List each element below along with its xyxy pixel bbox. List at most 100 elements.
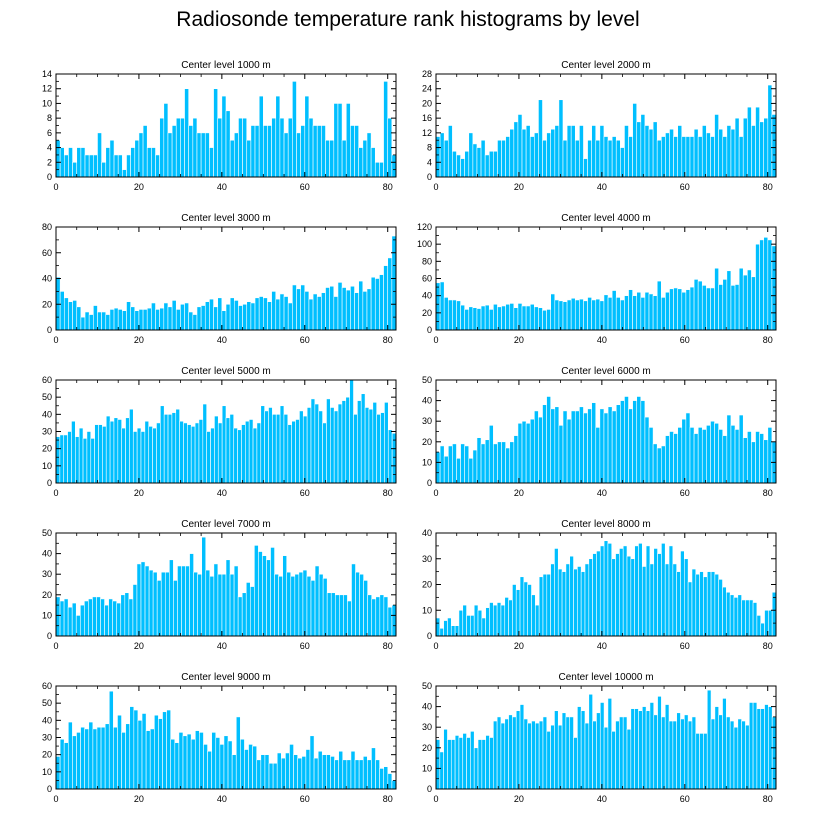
histogram-bar — [660, 297, 666, 331]
histogram-bar — [726, 125, 732, 178]
histogram-bar — [109, 139, 115, 178]
histogram-bar — [229, 297, 235, 331]
histogram-bar — [362, 756, 368, 790]
histogram-bar — [513, 435, 519, 484]
histogram-bar — [458, 737, 464, 790]
histogram-bar — [146, 307, 152, 331]
histogram-bar — [180, 117, 185, 178]
histogram-bar — [509, 441, 515, 484]
histogram-bar — [350, 125, 355, 178]
histogram-bar — [714, 573, 720, 637]
histogram-bar — [254, 297, 260, 331]
histogram-bar — [155, 154, 160, 178]
histogram-bar — [689, 286, 695, 331]
figure-title: Radiosonde temperature rank histograms b… — [176, 8, 640, 31]
histogram-bar — [126, 154, 131, 178]
histogram-bar — [113, 417, 119, 484]
histogram-bar — [238, 117, 243, 178]
histogram-bar — [529, 136, 535, 178]
y-tick-label: 30 — [422, 554, 432, 564]
histogram-bar — [368, 408, 374, 484]
histogram-bar — [587, 408, 592, 484]
histogram-bar — [634, 545, 639, 637]
histogram-bar — [67, 606, 73, 637]
histogram-bar — [84, 154, 90, 178]
histogram-bar — [130, 306, 136, 331]
histogram-bar — [333, 296, 339, 331]
histogram-bar — [535, 604, 540, 637]
histogram-bar — [435, 451, 441, 484]
y-tick-label: 10 — [42, 98, 52, 108]
histogram-bar — [521, 128, 527, 178]
histogram-bar — [733, 726, 739, 790]
histogram-bar — [379, 161, 384, 178]
histogram-bar — [299, 410, 304, 484]
histogram-bar — [624, 295, 629, 331]
y-tick-label: 120 — [417, 222, 432, 232]
histogram-bar — [472, 449, 478, 484]
histogram-bar — [729, 720, 735, 790]
histogram-bar — [607, 406, 613, 484]
y-tick-label: 6 — [47, 128, 52, 138]
histogram-bar — [341, 287, 347, 331]
histogram-bar — [566, 418, 572, 484]
histogram-bar — [644, 291, 650, 331]
histogram-bar — [443, 728, 448, 790]
histogram-bar — [673, 287, 678, 331]
histogram-bar — [443, 139, 449, 178]
histogram-bar — [358, 280, 364, 331]
histogram-bar — [204, 132, 210, 178]
histogram-bar — [193, 571, 198, 637]
histogram-bar — [542, 309, 547, 331]
histogram-bar — [167, 414, 173, 484]
histogram-bar — [283, 132, 289, 178]
x-tick-label: 40 — [597, 488, 607, 498]
histogram-bar — [579, 125, 584, 178]
histogram-bar — [210, 427, 215, 484]
histogram-bar — [86, 431, 92, 484]
histogram-bar — [496, 716, 502, 790]
histogram-bar — [355, 571, 360, 637]
histogram-bar — [258, 296, 264, 331]
histogram-bar — [217, 117, 223, 178]
x-tick-label: 80 — [383, 182, 393, 192]
histogram-bar — [726, 591, 731, 637]
histogram-bar — [538, 720, 544, 790]
histogram-bar — [695, 573, 700, 637]
x-tick-label: 60 — [300, 335, 310, 345]
histogram-bar — [350, 750, 356, 790]
histogram-bar — [130, 147, 136, 178]
histogram-bar — [706, 571, 712, 637]
histogram-bar — [484, 154, 490, 178]
histogram-bar — [450, 625, 456, 637]
histogram-bar — [579, 298, 584, 331]
histogram-bar — [364, 407, 370, 484]
histogram-bar — [550, 408, 556, 484]
histogram-bar — [573, 737, 578, 790]
histogram-bar — [687, 581, 693, 637]
histogram-bar — [192, 117, 198, 178]
y-tick-label: 80 — [422, 256, 432, 266]
histogram-bar — [542, 404, 547, 484]
histogram-bar — [730, 285, 736, 331]
histogram-bar — [151, 302, 156, 331]
panel-title: Center level 3000 m — [181, 213, 271, 224]
histogram-bar — [577, 566, 582, 637]
histogram-bar — [188, 311, 194, 331]
histogram-bar — [668, 545, 674, 637]
y-tick-label: 40 — [422, 528, 432, 538]
x-tick-label: 60 — [300, 182, 310, 192]
histogram-bar — [501, 305, 506, 331]
x-tick-label: 80 — [383, 488, 393, 498]
histogram-bar — [384, 402, 389, 484]
x-tick-label: 80 — [383, 335, 393, 345]
histogram-bar — [509, 128, 515, 178]
histogram-bar — [747, 269, 752, 331]
histogram-bar — [699, 733, 704, 790]
histogram-bar — [84, 600, 89, 637]
histogram-bar — [353, 414, 358, 484]
histogram-bar — [138, 309, 144, 331]
histogram-bar — [591, 125, 597, 178]
histogram-bar — [493, 303, 498, 331]
histogram-bar — [591, 402, 597, 484]
